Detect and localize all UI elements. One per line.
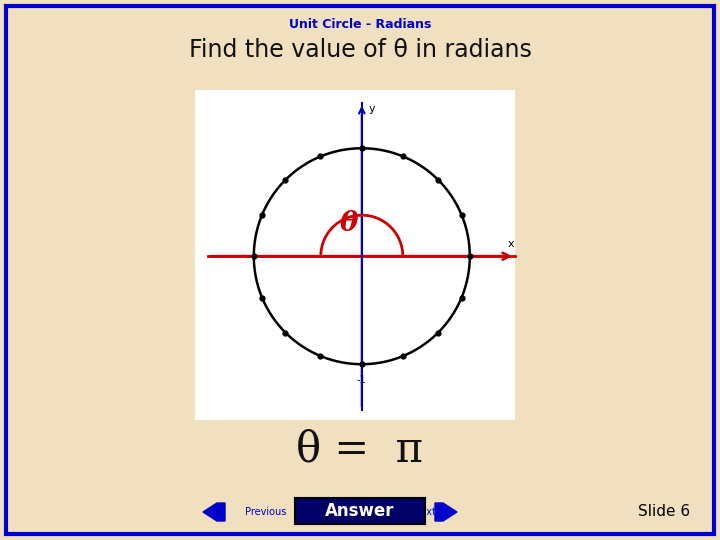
Text: Next: Next — [413, 507, 436, 517]
Text: -1: -1 — [357, 375, 366, 385]
Text: θ: θ — [340, 211, 358, 238]
FancyArrow shape — [435, 503, 457, 521]
Bar — [195, 90, 515, 420]
FancyArrow shape — [203, 503, 225, 521]
Text: Previous: Previous — [245, 507, 287, 517]
Text: Answer: Answer — [325, 502, 395, 520]
Text: -: - — [240, 249, 245, 263]
Text: Unit Circle - Radians: Unit Circle - Radians — [289, 18, 431, 31]
Text: θ =  π: θ = π — [297, 429, 423, 471]
Text: Slide 6: Slide 6 — [638, 504, 690, 519]
Text: Find the value of θ in radians: Find the value of θ in radians — [189, 38, 531, 62]
Text: y: y — [368, 104, 375, 114]
Bar — [295, 498, 425, 524]
Text: x: x — [508, 239, 514, 248]
